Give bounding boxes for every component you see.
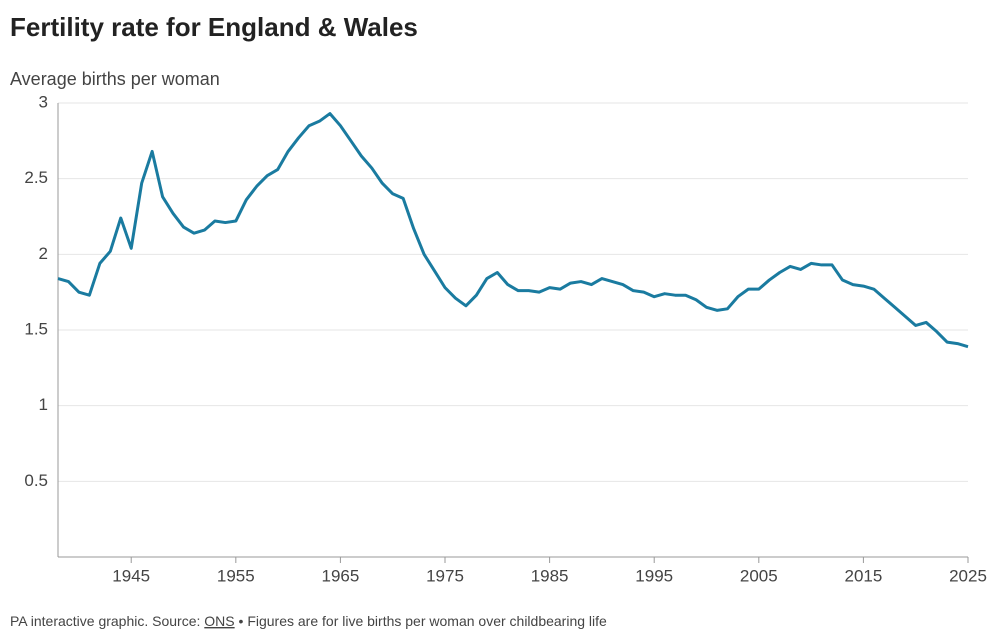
- y-tick-label: 2: [39, 244, 48, 263]
- chart-title: Fertility rate for England & Wales: [10, 12, 418, 42]
- x-tick-label: 1975: [426, 566, 464, 585]
- footer-suffix: • Figures are for live births per woman …: [235, 613, 607, 629]
- y-tick-label: 2.5: [24, 168, 48, 187]
- x-tick-label: 1955: [217, 566, 255, 585]
- x-tick-label: 1985: [531, 566, 569, 585]
- data-line: [57, 112, 969, 349]
- x-tick-label: 1965: [321, 566, 359, 585]
- y-tick-label: 3: [39, 92, 48, 111]
- y-tick-label: 0.5: [24, 471, 48, 490]
- y-tick-label: 1.5: [24, 319, 48, 338]
- y-axis-label: Average births per woman: [10, 69, 220, 89]
- source-link[interactable]: ONS: [204, 613, 234, 629]
- x-tick-label: 1995: [635, 566, 673, 585]
- x-tick-label: 2015: [844, 566, 882, 585]
- footer-prefix: PA interactive graphic. Source:: [10, 613, 204, 629]
- x-tick-label: 1945: [112, 566, 150, 585]
- footer: PA interactive graphic. Source: ONS • Fi…: [10, 613, 607, 629]
- x-tick-label: 2025: [949, 566, 987, 585]
- x-tick-label: 2005: [740, 566, 778, 585]
- y-tick-label: 1: [39, 395, 48, 414]
